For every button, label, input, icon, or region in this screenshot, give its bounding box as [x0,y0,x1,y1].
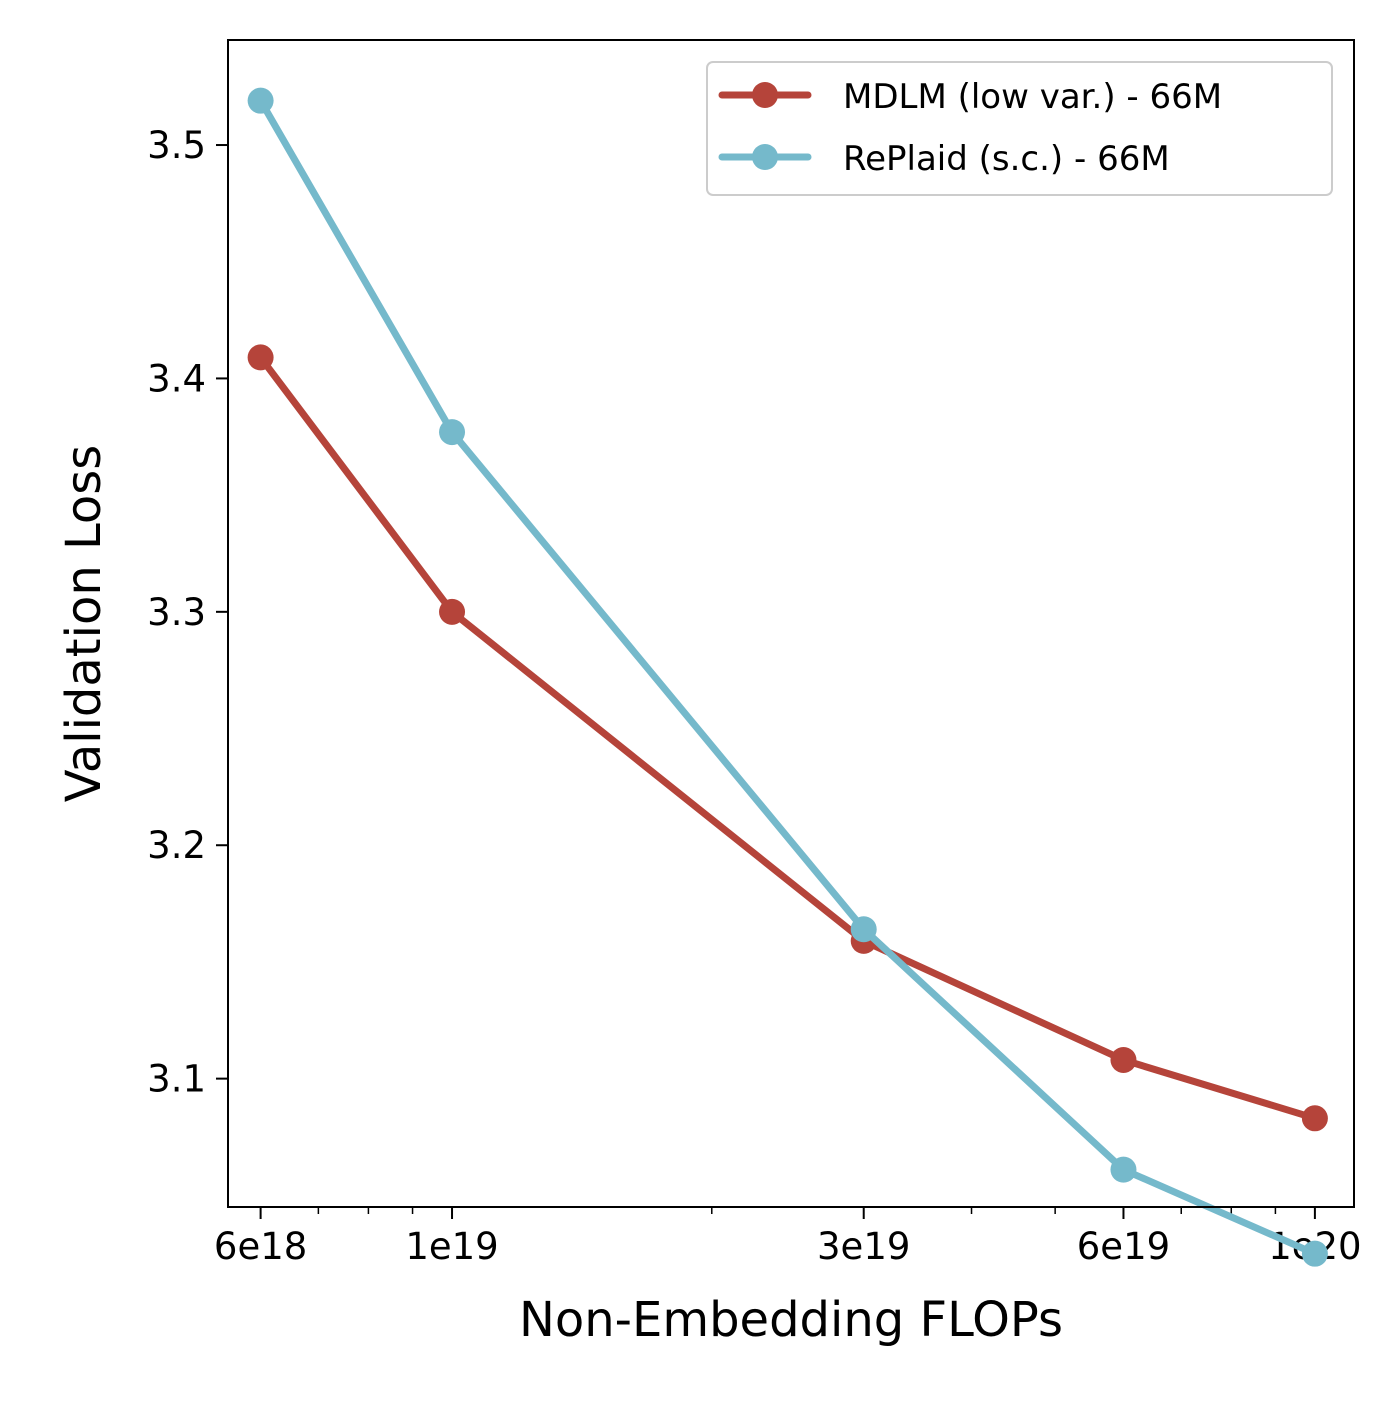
data-point [1301,1105,1328,1132]
series-line [257,97,1319,1258]
y-axis-title: Validation Loss [56,445,112,803]
data-point [247,344,274,371]
legend-label-replaid: RePlaid (s.c.) - 66M [843,139,1170,179]
data-point [1110,1046,1137,1073]
y-tick-label: 3.4 [147,357,206,400]
legend-item-mdlm: MDLM (low var.) - 66M [718,77,1222,117]
legend: MDLM (low var.) - 66M RePlaid (s.c.) - 6… [706,61,1333,196]
series-0 [247,344,1328,1132]
y-tick-label: 3.2 [147,824,206,867]
data-point [1110,1156,1137,1183]
series-line [257,353,1319,1122]
legend-box [706,61,1333,196]
x-tick-label: 6e18 [214,1225,307,1268]
x-tick-label: 1e19 [405,1225,498,1268]
data-point [1301,1240,1328,1267]
data-point [850,916,877,943]
legend-label-mdlm: MDLM (low var.) - 66M [843,77,1222,117]
x-tick-label: 3e19 [817,1225,910,1268]
series-layer [247,87,1328,1267]
x-tick-labels: 6e181e193e196e191e20 [214,1225,1362,1268]
legend-marker-replaid [752,144,778,170]
legend-item-replaid: RePlaid (s.c.) - 66M [718,139,1170,179]
y-tick-labels: 3.1 3.2 3.3 3.4 3.5 [147,124,206,1101]
plot-frame [227,39,1355,1208]
y-tick-label: 3.3 [147,591,206,634]
data-point [439,419,466,446]
series-1 [247,87,1328,1267]
x-tick-marks [259,1207,1316,1219]
x-axis-title: Non-Embedding FLOPs [519,1292,1063,1348]
x-tick-label: 6e19 [1077,1225,1170,1268]
legend-marker-mdlm [752,82,778,108]
data-point [439,598,466,625]
data-point [247,87,274,114]
y-tick-label: 3.1 [147,1058,206,1101]
y-tick-marks [216,144,228,1080]
y-tick-label: 3.5 [147,124,206,167]
